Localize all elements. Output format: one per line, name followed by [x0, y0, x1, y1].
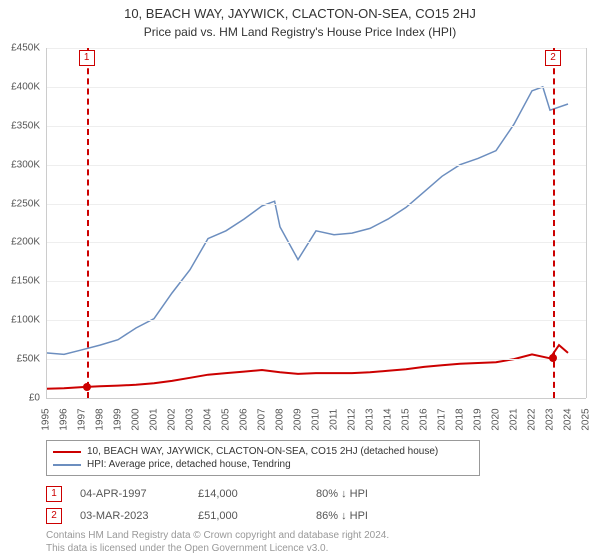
y-axis-label: £350K	[0, 120, 40, 131]
x-axis-label: 2000	[131, 408, 142, 430]
x-axis-label: 2014	[383, 408, 394, 430]
y-axis-label: £0	[0, 393, 40, 404]
x-axis-label: 2018	[455, 408, 466, 430]
marker-badge: 2	[545, 50, 561, 66]
series-subject	[46, 345, 568, 389]
annotation-badge: 2	[46, 508, 62, 524]
footer-line-1: Contains HM Land Registry data © Crown c…	[46, 530, 389, 541]
gridline-h	[46, 281, 586, 282]
gridline-h	[46, 359, 586, 360]
y-axis-label: £50K	[0, 354, 40, 365]
x-axis-label: 2006	[239, 408, 250, 430]
legend-row: 10, BEACH WAY, JAYWICK, CLACTON-ON-SEA, …	[53, 445, 473, 458]
gridline-h	[46, 87, 586, 88]
gridline-h	[46, 320, 586, 321]
y-axis-label: £150K	[0, 276, 40, 287]
x-axis-label: 1997	[77, 408, 88, 430]
x-axis-label: 1998	[95, 408, 106, 430]
x-axis-label: 2010	[311, 408, 322, 430]
series-hpi	[46, 87, 568, 355]
legend-label: 10, BEACH WAY, JAYWICK, CLACTON-ON-SEA, …	[87, 446, 438, 457]
marker-dot	[549, 354, 557, 362]
gridline-h	[46, 242, 586, 243]
annotation-delta: 80% ↓ HPI	[316, 488, 416, 500]
annotation-date: 04-APR-1997	[80, 488, 180, 500]
x-axis-label: 2022	[527, 408, 538, 430]
x-axis-label: 2011	[329, 409, 340, 431]
x-axis-label: 2024	[563, 408, 574, 430]
chart-subtitle: Price paid vs. HM Land Registry's House …	[0, 21, 600, 39]
x-axis-label: 2012	[347, 408, 358, 430]
x-axis-label: 1996	[59, 408, 70, 430]
annotation-delta: 86% ↓ HPI	[316, 510, 416, 522]
x-axis-label: 2025	[581, 408, 592, 430]
axis-vertical	[586, 48, 587, 398]
gridline-h	[46, 48, 586, 49]
footer-line-2: This data is licensed under the Open Gov…	[46, 543, 328, 554]
gridline-h	[46, 204, 586, 205]
x-axis-label: 2015	[401, 408, 412, 430]
marker-dashline	[87, 48, 89, 398]
gridline-h	[46, 398, 586, 399]
marker-dashline	[553, 48, 555, 398]
legend: 10, BEACH WAY, JAYWICK, CLACTON-ON-SEA, …	[46, 440, 480, 476]
annotation-price: £51,000	[198, 510, 298, 522]
y-axis-label: £400K	[0, 81, 40, 92]
annotation-date: 03-MAR-2023	[80, 510, 180, 522]
x-axis-label: 2008	[275, 408, 286, 430]
annotation-row: 2 03-MAR-2023 £51,000 86% ↓ HPI	[46, 508, 416, 524]
annotation-row: 1 04-APR-1997 £14,000 80% ↓ HPI	[46, 486, 416, 502]
gridline-h	[46, 165, 586, 166]
page: 10, BEACH WAY, JAYWICK, CLACTON-ON-SEA, …	[0, 0, 600, 560]
x-axis-label: 2007	[257, 408, 268, 430]
y-axis-label: £450K	[0, 43, 40, 54]
y-axis-label: £300K	[0, 159, 40, 170]
chart-title: 10, BEACH WAY, JAYWICK, CLACTON-ON-SEA, …	[0, 0, 600, 21]
x-axis-label: 2020	[491, 408, 502, 430]
x-axis-label: 2005	[221, 408, 232, 430]
x-axis-label: 2013	[365, 408, 376, 430]
annotation-price: £14,000	[198, 488, 298, 500]
axis-vertical	[46, 48, 47, 398]
y-axis-label: £200K	[0, 237, 40, 248]
legend-swatch	[53, 464, 81, 466]
y-axis-label: £100K	[0, 315, 40, 326]
x-axis-label: 2004	[203, 408, 214, 430]
chart-plot	[46, 48, 586, 398]
legend-row: HPI: Average price, detached house, Tend…	[53, 458, 473, 471]
gridline-h	[46, 126, 586, 127]
chart-area: 12 1995199619971998199920002001200220032…	[46, 48, 586, 398]
legend-swatch	[53, 451, 81, 453]
x-axis-label: 2021	[509, 408, 520, 430]
x-axis-label: 2009	[293, 408, 304, 430]
x-axis-label: 2019	[473, 408, 484, 430]
annotation-badge: 1	[46, 486, 62, 502]
x-axis-label: 2003	[185, 408, 196, 430]
x-axis-label: 1995	[41, 408, 52, 430]
x-axis-label: 2002	[167, 408, 178, 430]
marker-badge: 1	[79, 50, 95, 66]
x-axis-label: 2023	[545, 408, 556, 430]
x-axis-label: 2016	[419, 408, 430, 430]
marker-dot	[83, 383, 91, 391]
y-axis-label: £250K	[0, 198, 40, 209]
x-axis-label: 2017	[437, 408, 448, 430]
x-axis-label: 2001	[149, 408, 160, 430]
x-axis-label: 1999	[113, 408, 124, 430]
legend-label: HPI: Average price, detached house, Tend…	[87, 459, 291, 470]
